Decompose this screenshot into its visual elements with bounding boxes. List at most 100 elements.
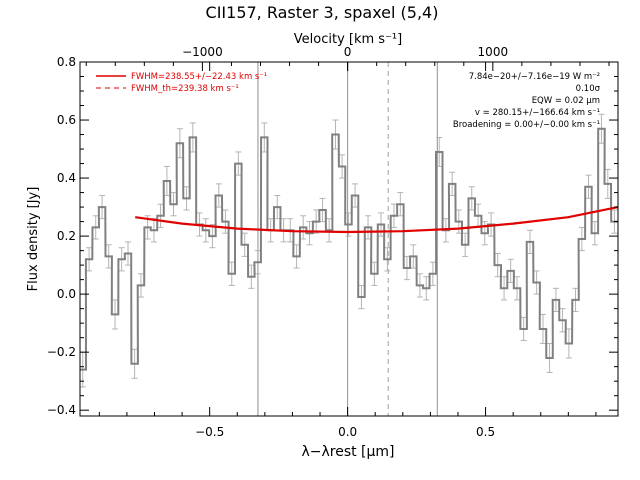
annotation-flux: 7.84e−20+/−7.16e−19 W m⁻² <box>469 72 600 82</box>
spectrum-point <box>594 232 596 234</box>
spectrum-point <box>458 220 460 223</box>
spectrum-point <box>211 235 214 237</box>
annotation-eqw: EQW = 0.02 μm <box>532 96 600 106</box>
spectrum-point <box>587 185 590 188</box>
top-axis-label: Velocity [km s⁻¹] <box>294 32 402 47</box>
spectrum-point <box>367 226 369 229</box>
gaussian-fit-line <box>135 206 619 234</box>
spectrum-point <box>522 328 525 330</box>
spectrum-point <box>425 287 428 290</box>
spectrum-point <box>334 133 337 136</box>
spectrum-point <box>606 183 609 185</box>
spectrum-point <box>94 226 97 229</box>
top-tick-label: 1000 <box>478 45 509 59</box>
spectrum-point <box>483 232 486 234</box>
y-tick-label: −0.4 <box>47 403 76 417</box>
y-tick-label: 0.6 <box>57 113 76 127</box>
spectrum-point <box>561 319 564 322</box>
spectrum-point <box>399 203 402 205</box>
spectrum-point <box>406 267 408 269</box>
legend: FWHM=238.55+/−22.43 km s⁻¹ FWHM_th=239.3… <box>96 72 267 94</box>
annotation-broadening: Broadening = 0.00+/−0.00 km s⁻¹ <box>453 120 600 130</box>
spectrum-point <box>380 223 382 226</box>
spectrum-point <box>81 368 84 371</box>
spectrum-point <box>542 328 544 330</box>
spectrum-point <box>243 244 246 246</box>
spectrum-point <box>354 194 356 197</box>
spectrum-point <box>166 180 168 182</box>
y-tick-label: 0.2 <box>57 229 76 243</box>
spectrum-point <box>581 238 583 240</box>
x-axis-label: λ−λrest [μm] <box>301 444 394 460</box>
spectrum-point <box>464 244 466 246</box>
spectrum-point <box>308 232 311 234</box>
legend-fwhm-th-entry: FWHM_th=239.38 km s⁻¹ <box>131 84 239 94</box>
spectrum-point <box>373 273 376 275</box>
spectrum-point <box>535 281 538 284</box>
spectrum-point <box>224 220 227 223</box>
spectrum-point <box>503 287 505 290</box>
x-tick-label: 0.5 <box>476 425 495 439</box>
spectrum-point <box>101 206 103 208</box>
spectrum-point <box>574 299 577 301</box>
fit-annotations: 7.84e−20+/−7.16e−19 W m⁻² 0.10σ EQW = 0.… <box>453 72 601 130</box>
spectrum-point <box>159 214 162 217</box>
spectrum-point <box>237 162 240 165</box>
spectrum-point <box>185 197 188 200</box>
x-tick-label: −0.5 <box>195 425 224 439</box>
plot-frame <box>79 61 619 417</box>
annotation-velocity: v = 280.15+/−166.64 km s⁻¹ <box>475 108 600 118</box>
spectrum-point <box>555 299 557 301</box>
spectrum-point <box>107 255 110 258</box>
spectrum-point <box>393 214 395 217</box>
spectrum-point <box>230 273 233 275</box>
spectrum-point <box>217 194 220 197</box>
spectrum-point <box>516 287 518 290</box>
spectrum-point <box>386 258 389 261</box>
spectrum-point <box>548 357 551 359</box>
spectrum-point <box>295 255 298 258</box>
y-tick-label: 0.0 <box>57 287 76 301</box>
spectrum-point <box>172 203 175 205</box>
spectrum-point <box>321 209 324 211</box>
spectrum-point <box>438 151 441 153</box>
spectrum-point <box>140 284 142 287</box>
spectrum-point <box>451 183 453 185</box>
spectrum-point <box>412 255 415 258</box>
spectrum-point <box>256 261 259 264</box>
spectrum-point <box>600 127 603 130</box>
spectrum-point <box>133 362 136 365</box>
spectrum-point <box>120 258 123 261</box>
spectrum-point <box>419 284 421 287</box>
spectrum-point <box>205 229 207 232</box>
spectrum-point <box>432 273 434 275</box>
spectrum-point <box>146 226 149 229</box>
spectrum-point <box>568 342 570 345</box>
spectrum-point <box>477 214 479 217</box>
plot-area: −0.5 0.0 0.5 −1000 0 1000 −0.4 −0.2 0.0 0.2 0.4 0.6… <box>47 45 619 439</box>
spectrum-point <box>341 165 343 168</box>
top-tick-label: −1000 <box>182 45 223 59</box>
spectrum-point <box>360 296 363 298</box>
chart-title: CII157, Raster 3, spaxel (5,4) <box>206 3 439 22</box>
spectrum-point <box>127 252 129 255</box>
spectrum-point <box>529 241 531 243</box>
spectrum-point <box>347 223 350 226</box>
annotation-sigma: 0.10σ <box>576 84 601 94</box>
spectrum-point <box>192 136 194 139</box>
y-tick-label: 0.8 <box>57 55 76 69</box>
x-tick-label: 0.0 <box>338 425 357 439</box>
legend-fwhm-entry: FWHM=238.55+/−22.43 km s⁻¹ <box>131 72 267 82</box>
spectrum-point <box>88 258 90 261</box>
spectrum-point <box>114 313 116 316</box>
y-axis-label: Flux density [Jy] <box>26 187 41 292</box>
spectrum-point <box>153 229 155 232</box>
spectrum-point <box>496 264 499 266</box>
spectrum-point <box>315 220 317 223</box>
spectrum-point <box>470 197 473 200</box>
spectrum-step-line <box>80 127 618 371</box>
spectrum-point <box>179 142 181 145</box>
spectrum-point <box>250 275 253 278</box>
spectrum-point <box>263 136 266 139</box>
